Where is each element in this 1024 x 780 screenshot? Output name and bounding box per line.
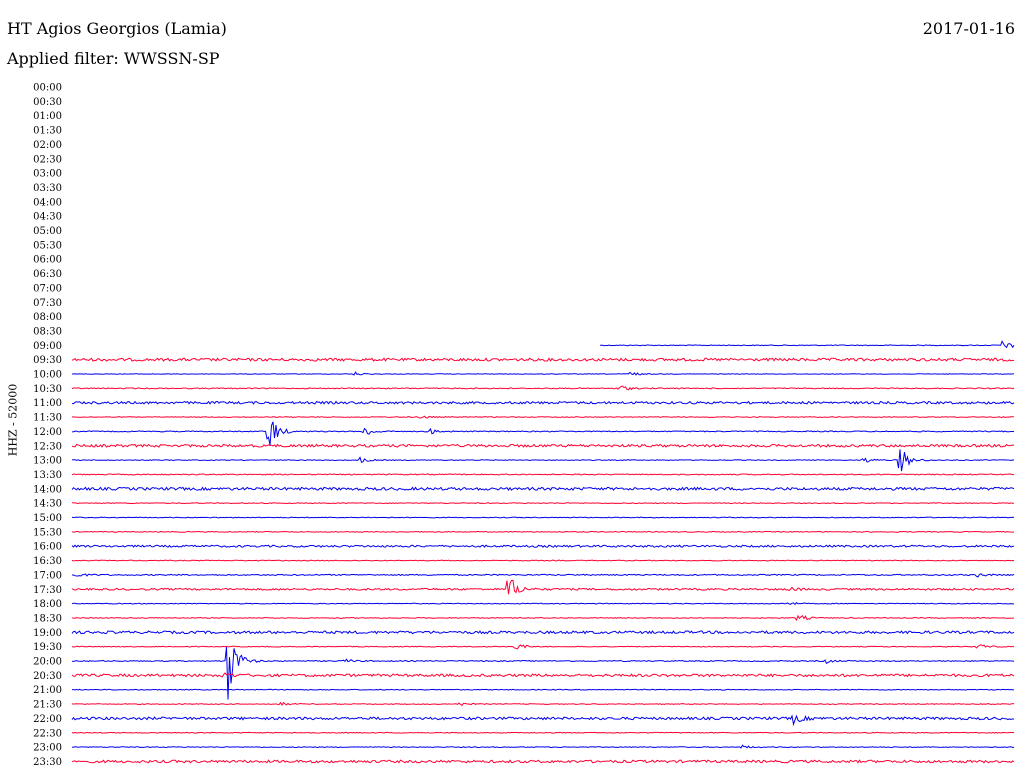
time-tick-label: 14:30 xyxy=(33,499,62,510)
trace-line-2300 xyxy=(71,744,1015,749)
trace-line-2200 xyxy=(71,714,1015,727)
trace-line-1630 xyxy=(71,559,1015,562)
time-tick-label: 23:30 xyxy=(33,757,62,768)
trace-line-2130 xyxy=(71,701,1015,707)
time-tick-label: 10:30 xyxy=(33,384,62,395)
record-date: 2017-01-16 xyxy=(922,19,1015,38)
time-tick-label: 22:00 xyxy=(33,714,62,725)
time-tick-label: 14:00 xyxy=(33,484,62,495)
trace-line-1230 xyxy=(71,443,1015,448)
time-tick-label: 22:30 xyxy=(33,728,62,739)
time-tick-label: 21:00 xyxy=(33,685,62,696)
trace-line-1730 xyxy=(71,579,1015,595)
time-tick-label: 01:30 xyxy=(33,126,62,137)
time-tick-label: 23:00 xyxy=(33,743,62,754)
trace-line-1100 xyxy=(71,400,1015,405)
time-tick-label: 18:00 xyxy=(33,599,62,610)
time-tick-label: 03:30 xyxy=(33,183,62,194)
time-tick-label: 08:00 xyxy=(33,312,62,323)
time-tick-label: 04:30 xyxy=(33,212,62,223)
time-tick-label: 19:00 xyxy=(33,628,62,639)
time-tick-label: 19:30 xyxy=(33,642,62,653)
trace-line-1700 xyxy=(71,573,1015,578)
time-tick-label: 10:00 xyxy=(33,370,62,381)
time-tick-label: 05:00 xyxy=(33,226,62,237)
time-tick-label: 02:00 xyxy=(33,140,62,151)
time-tick-label: 21:30 xyxy=(33,700,62,711)
time-tick-label: 11:00 xyxy=(33,398,62,409)
trace-line-2230 xyxy=(71,731,1015,734)
filter-label: Applied filter: WWSSN-SP xyxy=(7,49,220,68)
trace-line-1330 xyxy=(71,473,1014,476)
trace-line-1530 xyxy=(71,530,1015,533)
time-tick-label: 16:30 xyxy=(33,556,62,567)
time-tick-label: 05:30 xyxy=(33,240,62,251)
time-tick-label: 07:00 xyxy=(33,283,62,294)
trace-line-1830 xyxy=(71,614,1015,622)
trace-line-1300 xyxy=(71,449,1015,472)
trace-line-2000 xyxy=(71,647,1015,700)
time-tick-label: 13:30 xyxy=(33,470,62,481)
trace-line-1430 xyxy=(71,502,1014,505)
trace-line-0900 xyxy=(600,340,1015,349)
station-title: HT Agios Georgios (Lamia) xyxy=(7,19,227,38)
trace-line-1030 xyxy=(71,385,1015,391)
time-tick-label: 06:00 xyxy=(33,255,62,266)
time-tick-label: 18:30 xyxy=(33,613,62,624)
trace-line-2030 xyxy=(71,672,1015,678)
time-tick-label: 02:30 xyxy=(33,154,62,165)
trace-line-1900 xyxy=(71,630,1015,635)
time-tick-label: 07:30 xyxy=(33,298,62,309)
time-tick-label: 13:00 xyxy=(33,456,62,467)
trace-line-1600 xyxy=(71,544,1015,548)
time-tick-label: 00:00 xyxy=(33,83,62,94)
time-tick-label: 12:30 xyxy=(33,441,62,452)
time-tick-label: 17:00 xyxy=(33,570,62,581)
trace-line-1130 xyxy=(71,415,1015,419)
time-tick-label: 12:00 xyxy=(33,427,62,438)
time-tick-label: 15:30 xyxy=(33,527,62,538)
trace-line-2100 xyxy=(71,688,1015,691)
trace-line-1500 xyxy=(71,516,1015,519)
trace-line-1800 xyxy=(71,601,1015,606)
time-tick-label: 01:00 xyxy=(33,111,62,122)
time-tick-label: 04:00 xyxy=(33,197,62,208)
time-tick-label: 09:00 xyxy=(33,341,62,352)
time-tick-label: 08:30 xyxy=(33,326,62,337)
time-tick-label: 20:00 xyxy=(33,657,62,668)
trace-line-1000 xyxy=(71,371,1015,376)
trace-line-2330 xyxy=(71,759,1015,764)
time-tick-label: 11:30 xyxy=(33,413,62,424)
trace-line-0930 xyxy=(71,357,1015,362)
time-tick-label: 17:30 xyxy=(33,585,62,596)
time-tick-label: 20:30 xyxy=(33,671,62,682)
trace-line-1930 xyxy=(71,644,1015,650)
time-tick-label: 03:00 xyxy=(33,169,62,180)
time-tick-label: 15:00 xyxy=(33,513,62,524)
time-tick-label: 09:30 xyxy=(33,355,62,366)
time-tick-label: 06:30 xyxy=(33,269,62,280)
trace-line-1400 xyxy=(71,486,1015,492)
trace-line-1200 xyxy=(71,421,1015,446)
time-tick-label: 00:30 xyxy=(33,97,62,108)
time-tick-label: 16:00 xyxy=(33,542,62,553)
